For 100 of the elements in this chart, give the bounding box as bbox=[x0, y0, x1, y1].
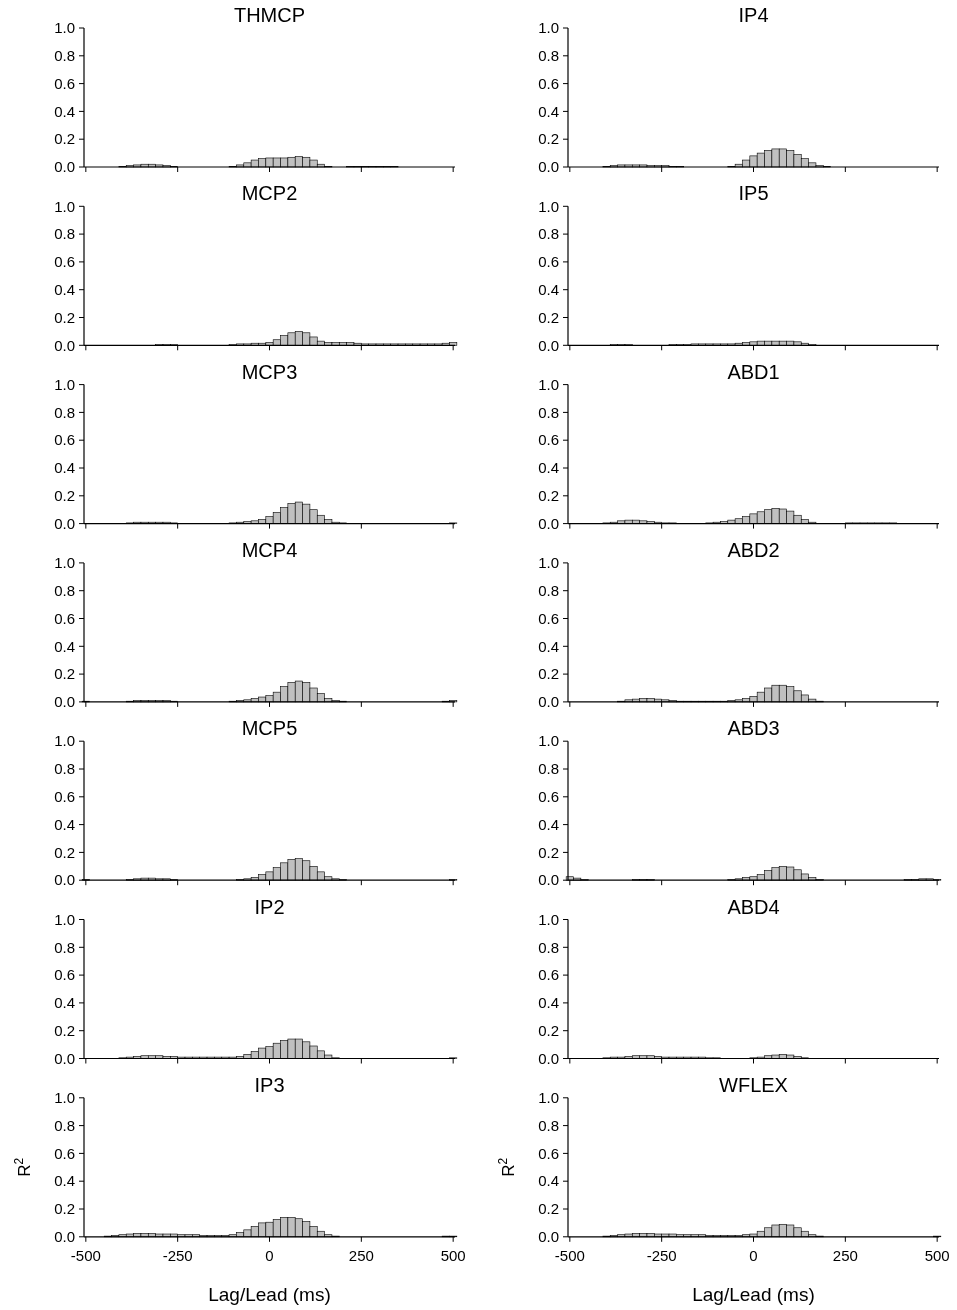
y-tick-label: 0.8 bbox=[54, 581, 75, 599]
chart-title: MCP2 bbox=[241, 182, 298, 205]
y-tick-label: 0.6 bbox=[54, 788, 75, 806]
y-tick-label: 0.8 bbox=[538, 938, 559, 956]
y-tick-label: 0.6 bbox=[54, 253, 75, 271]
chart-title: ABD1 bbox=[727, 360, 780, 383]
y-tick-label: 0.2 bbox=[54, 1200, 75, 1218]
chart-title: IP5 bbox=[738, 182, 769, 205]
y-tick-label: 0.4 bbox=[538, 1172, 559, 1190]
y-tick-label: 1.0 bbox=[54, 375, 75, 393]
y-tick-label: 0.0 bbox=[54, 158, 75, 176]
y-tick-label: 0.2 bbox=[54, 665, 75, 683]
y-tick-label: 1.0 bbox=[54, 19, 75, 37]
chart-title: ABD4 bbox=[727, 895, 780, 918]
y-tick-label: 0.0 bbox=[54, 1049, 75, 1067]
y-tick-label: 0.8 bbox=[54, 47, 75, 65]
y-tick-label: 0.0 bbox=[538, 1228, 559, 1246]
x-tick-label: -250 bbox=[162, 1246, 193, 1264]
y-tick-label: 0.2 bbox=[538, 1021, 559, 1039]
y-tick-label: 0.6 bbox=[54, 74, 75, 92]
y-tick-label: 0.4 bbox=[54, 1172, 75, 1190]
y-tick-label: 0.8 bbox=[54, 938, 75, 956]
y-tick-label: 0.2 bbox=[538, 665, 559, 683]
y-tick-label: 0.6 bbox=[538, 966, 559, 984]
y-tick-label: 0.0 bbox=[54, 693, 75, 711]
y-tick-label: 0.0 bbox=[54, 1228, 75, 1246]
y-tick-label: 0.4 bbox=[54, 102, 75, 120]
y-tick-label: 0.6 bbox=[54, 1144, 75, 1162]
x-tick-label: 0 bbox=[749, 1246, 758, 1264]
y-tick-label: 0.6 bbox=[538, 253, 559, 271]
y-tick-label: 1.0 bbox=[54, 910, 75, 928]
y-tick-label: 0.6 bbox=[54, 609, 75, 627]
y-tick-label: 0.6 bbox=[538, 1144, 559, 1162]
y-tick-label: 0.4 bbox=[538, 280, 559, 298]
y-tick-label: 0.6 bbox=[54, 966, 75, 984]
y-tick-label: 1.0 bbox=[54, 197, 75, 215]
y-tick-label: 1.0 bbox=[538, 1089, 559, 1107]
y-tick-label: 1.0 bbox=[54, 732, 75, 750]
chart-title: MCP5 bbox=[241, 717, 298, 740]
chart-title: IP2 bbox=[254, 895, 285, 918]
y-tick-label: 0.0 bbox=[538, 514, 559, 532]
y-tick-label: 0.0 bbox=[538, 158, 559, 176]
y-tick-label: 0.0 bbox=[538, 871, 559, 889]
y-tick-label: 0.4 bbox=[54, 459, 75, 477]
x-tick-label: 250 bbox=[832, 1246, 858, 1264]
y-tick-label: 0.8 bbox=[538, 47, 559, 65]
y-tick-label: 0.0 bbox=[538, 336, 559, 354]
x-tick-label: 250 bbox=[348, 1246, 374, 1264]
chart-title: ABD2 bbox=[727, 538, 780, 561]
chart-title: ABD3 bbox=[727, 717, 780, 740]
y-tick-label: 0.6 bbox=[538, 609, 559, 627]
x-tick-label: 0 bbox=[265, 1246, 274, 1264]
y-tick-label: 0.2 bbox=[54, 1021, 75, 1039]
y-tick-label: 0.4 bbox=[538, 994, 559, 1012]
y-tick-label: 0.4 bbox=[54, 280, 75, 298]
y-tick-label: 0.2 bbox=[54, 487, 75, 505]
chart-title: MCP3 bbox=[241, 360, 298, 383]
y-tick-label: 1.0 bbox=[538, 19, 559, 37]
y-tick-label: 1.0 bbox=[538, 375, 559, 393]
y-tick-label: 0.0 bbox=[54, 514, 75, 532]
y-tick-label: 0.6 bbox=[538, 74, 559, 92]
y-tick-label: 0.2 bbox=[538, 130, 559, 148]
y-tick-label: 0.8 bbox=[538, 760, 559, 778]
y-tick-label: 0.6 bbox=[538, 431, 559, 449]
y-tick-label: 0.2 bbox=[538, 308, 559, 326]
chart-title: WFLEX bbox=[719, 1073, 788, 1096]
y-tick-label: 1.0 bbox=[538, 197, 559, 215]
y-tick-label: 0.4 bbox=[538, 815, 559, 833]
y-tick-label: 1.0 bbox=[538, 732, 559, 750]
y-tick-label: 1.0 bbox=[54, 1089, 75, 1107]
y-tick-label: 0.2 bbox=[54, 843, 75, 861]
chart-title: IP4 bbox=[738, 4, 769, 26]
y-tick-label: 1.0 bbox=[54, 554, 75, 572]
x-axis-title: Lag/Lead (ms) bbox=[208, 1283, 331, 1305]
y-tick-label: 0.8 bbox=[54, 225, 75, 243]
x-tick-label: 500 bbox=[924, 1246, 950, 1264]
y-tick-label: 0.4 bbox=[54, 637, 75, 655]
y-tick-label: 0.0 bbox=[538, 1049, 559, 1067]
chart-title: MCP4 bbox=[241, 538, 298, 561]
x-axis-title: Lag/Lead (ms) bbox=[692, 1283, 815, 1305]
y-tick-label: 1.0 bbox=[538, 554, 559, 572]
y-tick-label: 1.0 bbox=[538, 910, 559, 928]
y-tick-label: 0.8 bbox=[538, 581, 559, 599]
y-tick-label: 0.8 bbox=[538, 225, 559, 243]
y-tick-label: 0.8 bbox=[54, 1116, 75, 1134]
x-tick-label: -500 bbox=[70, 1246, 101, 1264]
y-tick-label: 0.8 bbox=[538, 1116, 559, 1134]
y-tick-label: 0.4 bbox=[54, 815, 75, 833]
y-tick-label: 0.4 bbox=[538, 637, 559, 655]
y-tick-label: 0.0 bbox=[54, 871, 75, 889]
y-tick-label: 0.8 bbox=[538, 403, 559, 421]
y-tick-label: 0.2 bbox=[538, 487, 559, 505]
y-tick-label: 0.8 bbox=[54, 403, 75, 421]
y-tick-label: 0.0 bbox=[538, 693, 559, 711]
chart-title: IP3 bbox=[254, 1073, 285, 1096]
chart-title: THMCP bbox=[233, 4, 306, 26]
y-tick-label: 0.2 bbox=[54, 130, 75, 148]
y-tick-label: 0.4 bbox=[538, 102, 559, 120]
y-tick-label: 0.0 bbox=[54, 336, 75, 354]
y-tick-label: 0.2 bbox=[54, 308, 75, 326]
